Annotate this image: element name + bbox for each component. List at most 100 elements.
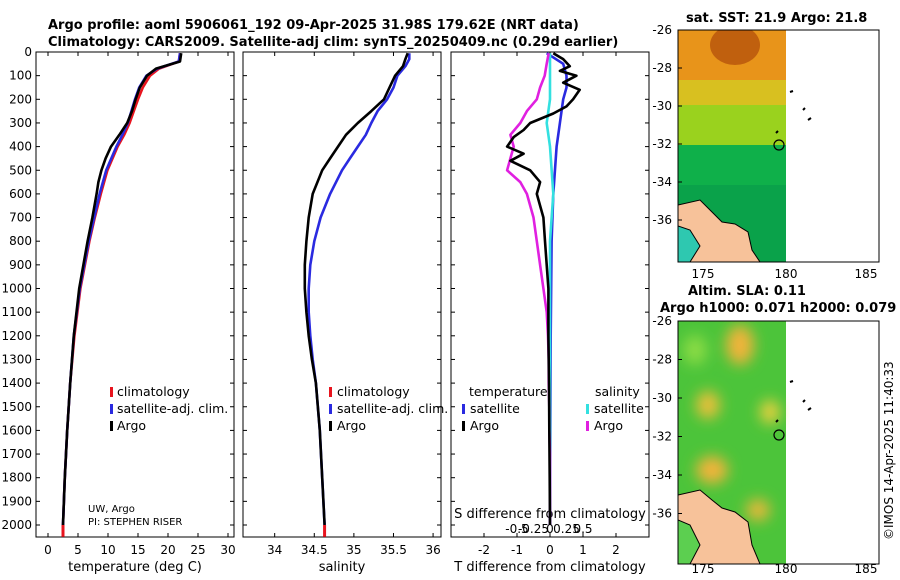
credit-line2: PI: STEPHEN RISER [88,517,182,528]
legend-swatch-climatology [329,387,332,397]
legend-label-satellite: satellite-adj. clim. [337,401,448,416]
sla-high-5 [746,499,770,521]
depth-tick-label: 100 [9,69,32,83]
depth-tick-label: 1200 [1,329,32,343]
sla-high-2 [696,391,720,419]
map-lat-label: -26 [652,23,672,37]
temperature-xtick-label: 20 [160,543,175,557]
difference-s-tick-label: -0.25 [518,522,549,536]
depth-tick-label: 800 [9,234,32,248]
difference-xtick-label: -1 [511,543,523,557]
temperature-panel: 0100200300400500600700800900100011001200… [1,45,235,575]
depth-tick-label: 700 [9,211,32,225]
temperature-xtick-label: 30 [220,543,235,557]
depth-tick-label: 1700 [1,447,32,461]
salinity-xtick-label: 35 [346,543,361,557]
map-lat-label: -28 [652,61,672,75]
map-lat-label: -34 [652,175,672,189]
legend-swatch-satellite [110,404,113,414]
depth-tick-label: 1100 [1,305,32,319]
depth-tick-label: 200 [9,92,32,106]
depth-tick-label: 1500 [1,400,32,414]
sst-map-title: sat. SST: 21.9 Argo: 21.8 [686,11,867,26]
credit-line1: UW, Argo [88,504,135,515]
depth-tick-label: 1600 [1,423,32,437]
difference-xtick-label: 1 [579,543,587,557]
sst-profile-marker [773,139,785,151]
map-lon-label: 175 [692,267,715,281]
depth-tick-label: 400 [9,140,32,154]
depth-tick-label: 900 [9,258,32,272]
map-lat-label: -30 [652,391,672,405]
temperature-frame [35,51,235,538]
sla-map-title1: Altim. SLA: 0.11 [688,284,806,299]
temperature-xtick-label: 5 [74,543,82,557]
depth-tick-label: 1000 [1,282,32,296]
legend-swatch-s-argo [586,421,589,431]
sla-map [677,320,880,565]
map-lat-label: -34 [652,468,672,482]
map-lat-label: -36 [652,213,672,227]
legend-swatch-argo [329,421,332,431]
series-line-t-argo [505,52,582,526]
legend-label-climatology: climatology [117,384,190,399]
difference-xtick-label: 2 [612,543,620,557]
sla-map-title2: Argo h1000: 0.071 h2000: 0.079 [660,301,896,316]
legend-swatch-t-argo [462,421,465,431]
title-line1: Argo profile: aoml 5906061_192 09-Apr-20… [48,18,579,33]
salinity-legend: climatology satellite-adj. clim. Argo [329,384,448,433]
legend-swatch-climatology [110,387,113,397]
legend-label-s-satellite: satellite [594,401,644,416]
salinity-xtick-label: 35.5 [380,543,407,557]
salinity-xtick-label: 34.5 [301,543,328,557]
difference-s-tick-label: 0.5 [573,522,592,536]
map-lat-label: -30 [652,99,672,113]
map-lat-label: -32 [652,137,672,151]
legend-swatch-t-satellite [462,404,465,414]
series-line-argo [61,53,183,526]
legend-header-salinity: salinity [595,384,640,399]
legend-label-t-satellite: satellite [470,401,520,416]
legend-header-temperature: temperature [469,384,548,399]
salinity-xlabel: salinity [319,560,366,575]
series-line-satellite-adj-clim- [307,53,411,526]
sst-shelf [678,225,701,262]
depth-tick-label: 1400 [1,376,32,390]
temperature-xtick-label: 0 [44,543,52,557]
sla-mid-1 [683,335,707,365]
difference-xtick-label: -2 [478,543,490,557]
legend-swatch-argo [110,421,113,431]
depth-tick-label: 500 [9,163,32,177]
temperature-xtick-label: 15 [130,543,145,557]
sla-profile-marker [773,429,785,441]
depth-tick-label: 1300 [1,352,32,366]
legend-label-argo: Argo [337,418,366,433]
difference-xtick-label: 0 [546,543,554,557]
difference-s-tick-label: 0.25 [553,522,580,536]
map-lat-label: -32 [652,430,672,444]
map-lat-label: -26 [652,314,672,328]
depth-tick-label: 600 [9,187,32,201]
map-lon-label: 185 [855,267,878,281]
map-lon-label: 180 [775,267,798,281]
map-lon-label: 185 [855,562,878,576]
legend-label-climatology: climatology [337,384,410,399]
sla-high-1 [726,325,754,365]
difference-legend-salinity: salinity satellite Argo [586,384,644,433]
depth-tick-label: 300 [9,116,32,130]
temperature-legend: climatology satellite-adj. clim. Argo [110,384,228,433]
depth-tick-label: 1800 [1,471,32,485]
depth-tick-label: 0 [24,45,32,59]
sla-map-frame [677,320,880,565]
sst-map [677,29,880,263]
temperature-xtick-label: 25 [190,543,205,557]
series-line-argo [303,52,409,526]
title-line2: Climatology: CARS2009. Satellite-adj cli… [48,35,618,50]
temperature-xtick-label: 10 [100,543,115,557]
sst-hot-patch [710,30,760,65]
legend-label-s-argo: Argo [594,418,623,433]
difference-s-tick-label: 0 [546,522,554,536]
sla-high-3 [760,400,780,424]
sla-high-4 [696,456,728,484]
